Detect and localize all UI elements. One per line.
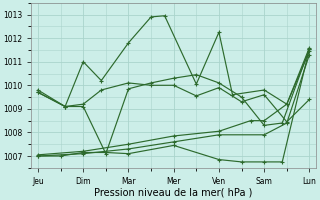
X-axis label: Pression niveau de la mer( hPa ): Pression niveau de la mer( hPa ) xyxy=(94,187,253,197)
